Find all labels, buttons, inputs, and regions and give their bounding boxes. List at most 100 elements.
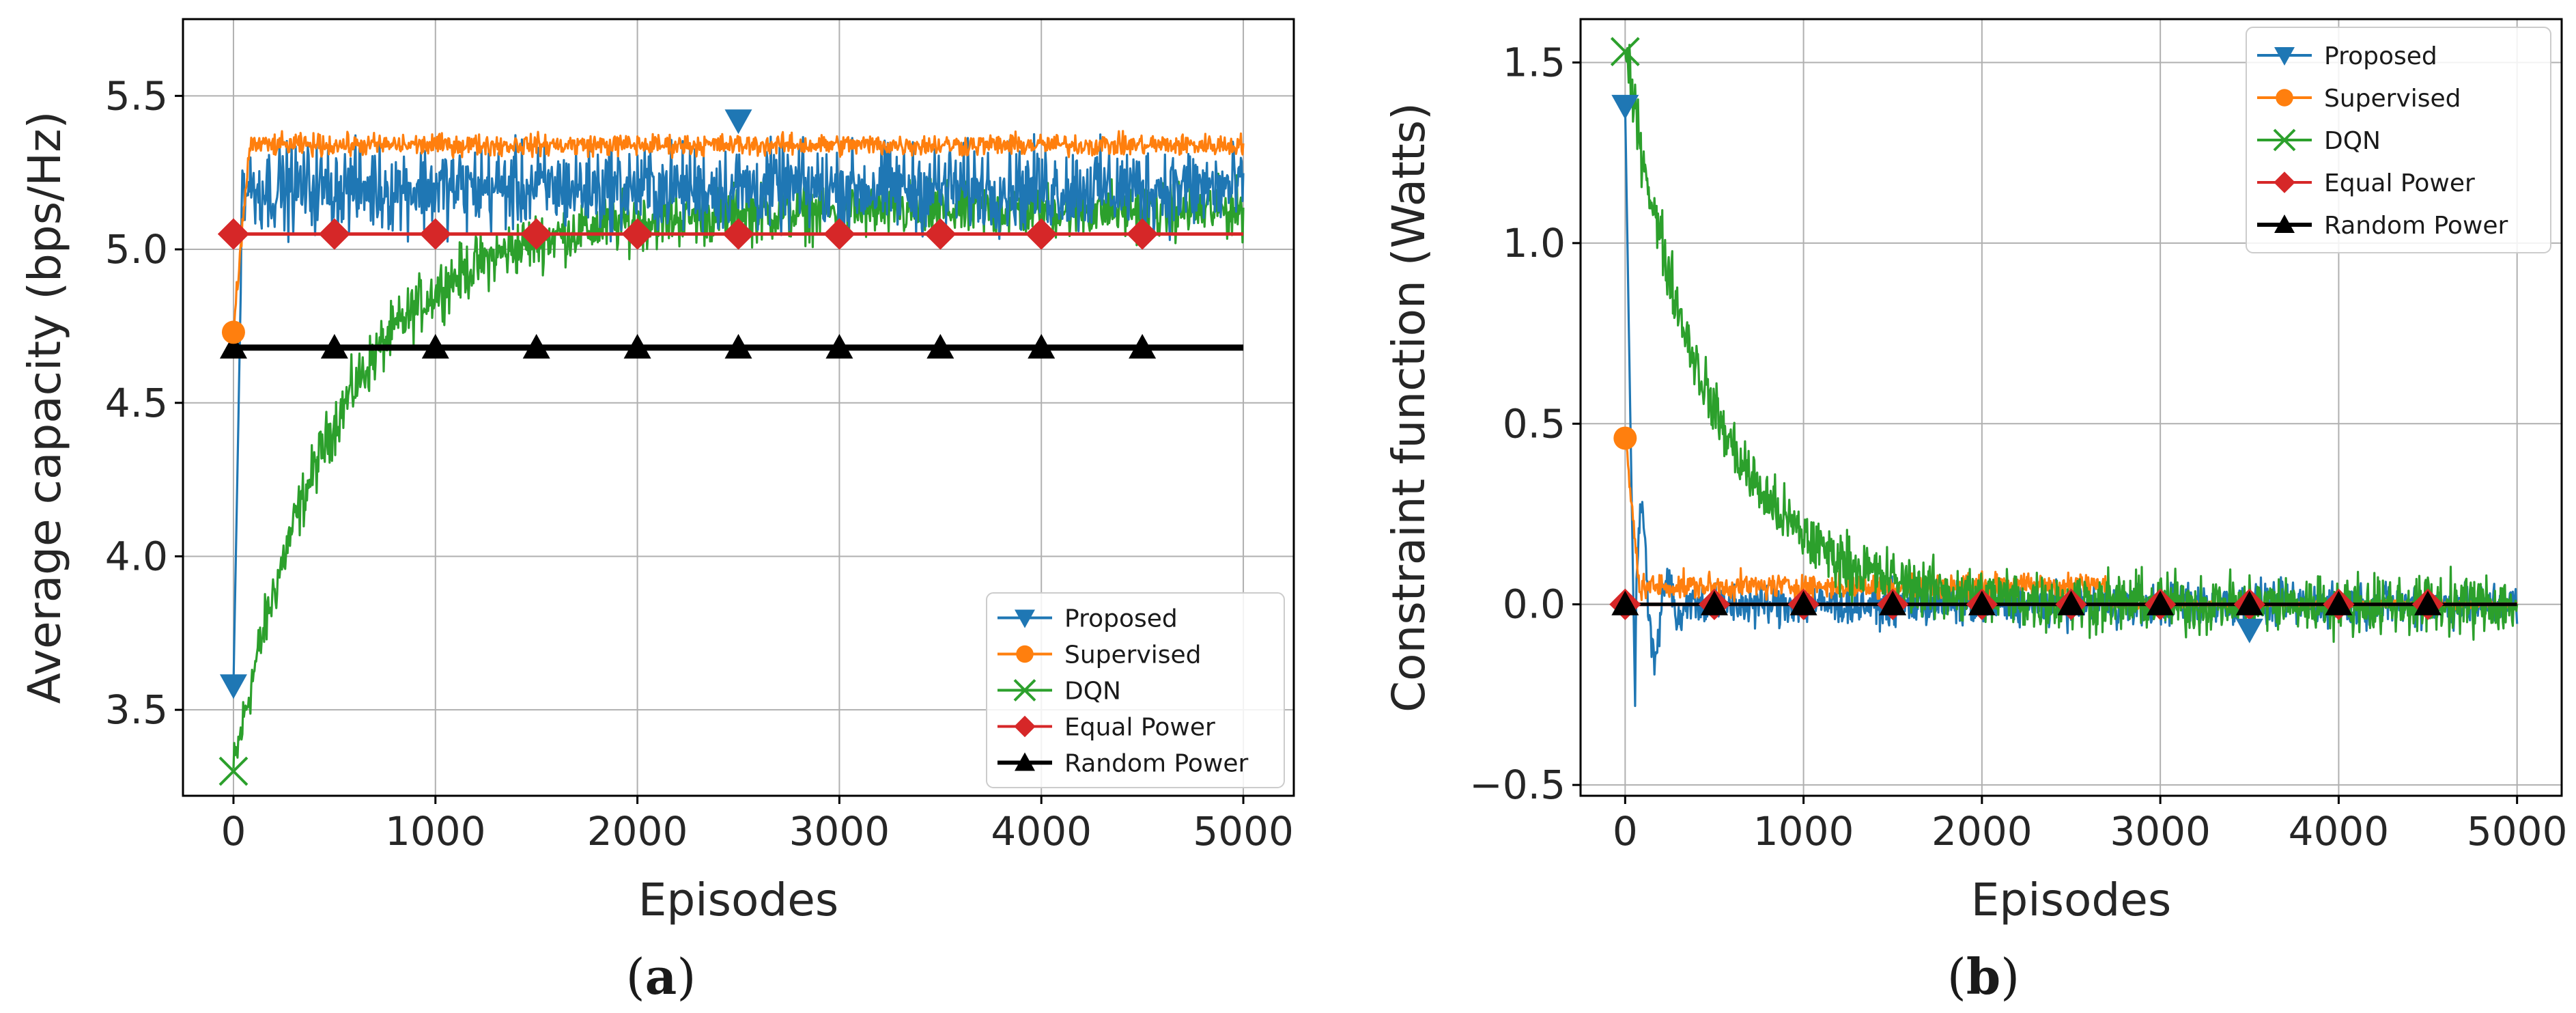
chart-b-proposed-marker (1611, 94, 1639, 120)
chart-b-supervised-marker (1613, 426, 1637, 450)
panel-b-label-letter: b (1966, 947, 2000, 1005)
chart-a-random-power-marker (219, 333, 247, 359)
panel-a-label-open: ( (626, 948, 645, 1005)
chart-b-random-power-marker (1789, 590, 1817, 615)
chart-a-y-tick-label: 4.0 (105, 533, 168, 579)
chart-a-legend-marker-proposed (1015, 609, 1035, 628)
chart-a-y-tick-label: 5.0 (105, 226, 168, 273)
panel-a-label-letter: a (645, 947, 677, 1005)
panel-a-label: (a) (626, 947, 696, 1005)
chart-b-legend-label-equal: Equal Power (2324, 169, 2475, 197)
chart-b-legend-marker-supervised (2276, 89, 2293, 107)
chart-a-legend-label-random: Random Power (1064, 750, 1249, 778)
chart-a-equal-power-marker (722, 218, 754, 250)
chart-a-equal-power-marker (1025, 218, 1058, 250)
chart-a-random-power-marker (1028, 333, 1056, 359)
chart-a-legend-label-equal: Equal Power (1064, 714, 1215, 742)
chart-a-y-tick-label: 5.5 (105, 72, 168, 119)
chart-a-x-tick-label: 3000 (789, 808, 890, 855)
chart-a-random-power-marker (522, 333, 550, 359)
chart-b-random-power-marker (1700, 590, 1728, 615)
chart-a-random-power-marker (421, 333, 449, 359)
chart-a-random-power-marker (320, 333, 348, 359)
chart-b-dqn-marker (1610, 37, 1640, 67)
chart-a-random-power-marker (825, 333, 853, 359)
chart-b-legend-marker-random (2274, 214, 2295, 233)
chart-b: 0 1000 2000 3000 4000 5000 −0.5 0.0 0.5 1.0 1.5 Ep… (1383, 18, 2567, 1005)
chart-a-x-tick-label: 2000 (587, 808, 688, 855)
chart-b-y-tick-label: 1.0 (1503, 220, 1566, 266)
chart-b-legend-label-proposed: Proposed (2324, 42, 2437, 70)
chart-b-y-tick-label: 0.0 (1503, 581, 1566, 628)
chart-b-random-power-marker (1611, 590, 1639, 615)
panel-a-label-close: ) (677, 948, 696, 1005)
chart-a-y-tick-label: 3.5 (105, 686, 168, 733)
chart-b-random-power-marker (2147, 590, 2175, 615)
chart-b-legend-label-random: Random Power (2324, 212, 2508, 240)
chart-a-legend-label-proposed: Proposed (1064, 605, 1178, 633)
chart-a-y-axis-label: Average capacity (bps/Hz) (18, 111, 71, 704)
chart-b-x-tick-label: 0 (1613, 808, 1638, 855)
chart-a-frame (182, 18, 1295, 797)
chart-b-x-tick-label: 2000 (1931, 808, 2033, 855)
chart-a-legend-label-dqn: DQN (1064, 678, 1121, 706)
chart-b-y-tick-label: 0.5 (1503, 400, 1566, 447)
chart-b-random-power-marker (2057, 590, 2085, 615)
chart-a-equal-power-marker (217, 218, 250, 250)
chart-b-frame (1579, 18, 2563, 797)
chart-b-random-power-marker (2235, 590, 2263, 615)
chart-a-legend-box (986, 592, 1285, 788)
chart-a-legend-marker-random (1015, 752, 1035, 771)
panel-b-label-open: ( (1947, 948, 1966, 1005)
chart-a-legend-marker-dqn (1013, 679, 1036, 702)
chart-b-legend-marker-proposed (2274, 47, 2295, 66)
chart-b-x-tick-label: 5000 (2467, 808, 2568, 855)
chart-b-y-tick-label: −0.5 (1469, 762, 1566, 808)
chart-a-equal-power-marker (318, 218, 350, 250)
chart-b-random-power-marker (2325, 590, 2353, 615)
chart-a-equal-power-marker (419, 218, 451, 250)
chart-a-supervised-line (232, 130, 1245, 333)
chart-a-y-tick-label: 4.5 (105, 380, 168, 426)
chart-b-y-tick-label: 1.5 (1503, 39, 1566, 85)
chart-a-equal-power-marker (1127, 218, 1159, 250)
chart-a-markers (217, 109, 1159, 786)
chart-b-x-tick-label: 1000 (1753, 808, 1854, 855)
chart-b-legend-label-dqn: DQN (2324, 127, 2381, 155)
chart-b-proposed-marker (2235, 618, 2263, 643)
chart-a-equal-power-marker (823, 218, 855, 250)
chart-a-x-tick-label: 5000 (1193, 808, 1294, 855)
chart-a-proposed-marker (724, 109, 752, 135)
chart-a-equal-power-marker (621, 218, 653, 250)
chart-b-legend-marker-dqn (2273, 128, 2296, 152)
chart-b-random-power-marker (1879, 590, 1907, 615)
chart-b-legend-marker-equal (2274, 171, 2295, 193)
chart-a-equal-power-marker (520, 218, 552, 250)
panel-b-label-close: ) (2000, 948, 2020, 1005)
chart-a-x-axis-label: Episodes (638, 874, 839, 926)
chart-a-legend-marker-equal (1014, 715, 1036, 738)
chart-a-random-power-marker (926, 333, 954, 359)
chart-b-ticks: 0 1000 2000 3000 4000 5000 −0.5 0.0 0.5 1.0 1.5 (1469, 39, 2567, 855)
chart-b-x-tick-label: 4000 (2289, 808, 2390, 855)
chart-a-random-power-marker (623, 333, 651, 359)
chart-b-random-power-marker (1968, 590, 1996, 615)
chart-b-markers (1609, 37, 2444, 643)
panel-b-label: (b) (1947, 947, 2020, 1005)
chart-b-legend-box (2246, 27, 2551, 253)
chart-a-random-power-marker (724, 333, 752, 359)
chart-b-random-power-marker (2414, 590, 2442, 615)
chart-a: 0 1000 2000 3000 4000 5000 3.5 4.0 4.5 5.0 5.5 Epi… (18, 18, 1295, 1005)
chart-a-x-tick-label: 4000 (991, 808, 1092, 855)
chart-a-dqn-marker (218, 756, 249, 786)
chart-a-legend-marker-supervised (1016, 645, 1034, 663)
chart-a-proposed-marker (219, 674, 247, 699)
chart-a-x-tick-label: 1000 (385, 808, 486, 855)
chart-a-equal-power-marker (924, 218, 957, 250)
chart-a-legend-label-supervised: Supervised (1064, 641, 1202, 669)
chart-b-y-axis-label: Constraint function (Watts) (1383, 102, 1435, 712)
chart-b-legend-label-supervised: Supervised (2324, 85, 2461, 113)
chart-a-proposed-line (232, 133, 1245, 686)
